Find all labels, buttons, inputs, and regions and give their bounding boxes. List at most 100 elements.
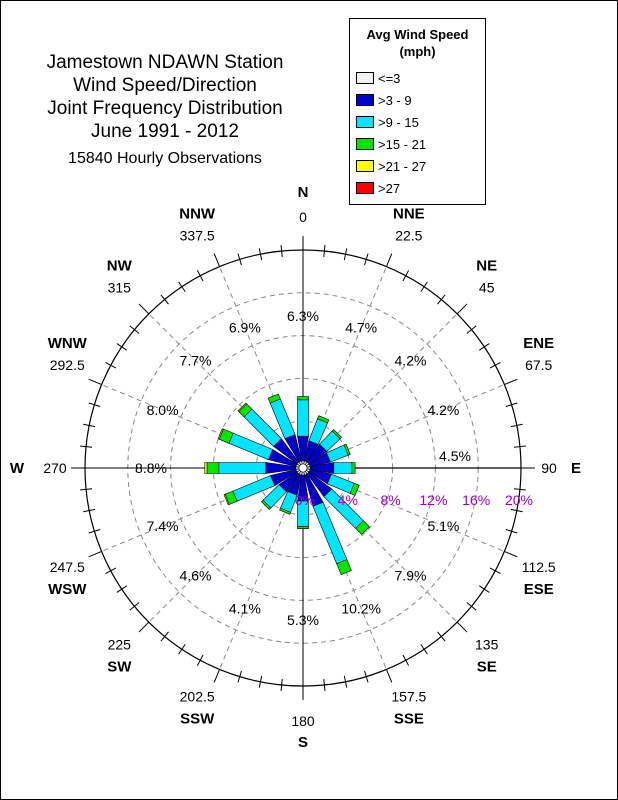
direction-percent: 7.9%	[395, 567, 427, 583]
legend: Avg Wind Speed (mph) <=3 >3 - 9 >9 - 15 …	[349, 18, 486, 205]
ring-tick	[178, 281, 186, 293]
spoke-tick	[213, 669, 221, 683]
ring-tick	[364, 670, 369, 683]
ring-tick	[437, 294, 446, 305]
legend-swatch	[356, 138, 374, 150]
ring-tick	[420, 643, 428, 655]
spoke-tick	[504, 550, 518, 558]
ring-tick	[513, 445, 526, 448]
ring-tick	[466, 602, 477, 611]
chart-title-line-4: June 1991 - 2012	[91, 121, 239, 142]
ring-tick	[258, 248, 263, 261]
direction-percent: 5.1%	[427, 518, 459, 534]
wind-bars	[204, 393, 370, 575]
ring-tick	[258, 675, 263, 688]
bar-segment-ssw	[279, 507, 291, 515]
ring-tick	[160, 294, 169, 305]
legend-title: Avg Wind Speed	[366, 27, 469, 42]
ring-tick	[129, 325, 140, 334]
spoke-tick	[213, 253, 221, 267]
chart-subtitle: 15840 Hourly Observations	[68, 150, 262, 167]
ring-tick	[237, 670, 242, 683]
legend-label: >27	[378, 181, 401, 196]
bar-segment-e	[351, 462, 356, 474]
ring-tick	[343, 675, 348, 688]
direction-degrees: 22.5	[395, 227, 422, 243]
ring-tick	[478, 343, 490, 351]
ring-tick	[323, 678, 326, 691]
ring-tick	[343, 248, 348, 261]
bar-segment-sse	[336, 559, 352, 575]
bar-segment-e	[333, 462, 353, 474]
ring-tick	[116, 343, 128, 351]
direction-percent: 6.3%	[287, 308, 319, 324]
direction-percent: 7.4%	[147, 518, 179, 534]
bar-segment-nne	[317, 415, 330, 424]
direction-compass: SSW	[180, 711, 215, 728]
direction-degrees: 90	[541, 460, 557, 476]
radial-tick-label: 0%	[295, 492, 315, 508]
direction-degrees: 45	[479, 279, 495, 295]
spoke-tick	[456, 303, 468, 315]
bar-segment-ne	[331, 429, 342, 440]
direction-percent: 4.6%	[180, 567, 212, 583]
direction-compass: ESE	[524, 581, 554, 598]
bar-segment-nnw	[267, 393, 281, 404]
spoke-tick	[138, 621, 150, 633]
bar-segment-ene	[343, 443, 351, 456]
bar-segment-w	[218, 462, 267, 474]
spoke-tick	[138, 303, 150, 315]
direction-percent: 4.2%	[427, 402, 459, 418]
legend-item: >21 - 27	[356, 159, 426, 175]
legend-swatch	[356, 160, 374, 172]
direction-degrees: 67.5	[525, 357, 552, 373]
ring-tick	[437, 631, 446, 642]
legend-label: >9 - 15	[378, 115, 419, 130]
ring-tick	[478, 585, 490, 593]
direction-percent: 10.2%	[341, 600, 381, 616]
direction-compass: WNW	[48, 335, 88, 352]
radial-tick-labels: 0% 4% 8% 12% 16% 20%	[295, 492, 533, 508]
direction-compass: NE	[476, 257, 497, 274]
bar-segment-n	[297, 399, 309, 437]
ring-tick	[88, 402, 101, 407]
legend-label: <=3	[378, 71, 401, 86]
ring-tick	[80, 445, 93, 448]
direction-compass: E	[571, 460, 581, 477]
ring-tick	[466, 325, 477, 334]
ring-tick	[489, 567, 501, 575]
ring-tick	[402, 654, 410, 666]
spoke-tick	[88, 550, 102, 558]
bar-segment-s	[297, 526, 309, 530]
direction-degrees: 270	[43, 460, 67, 476]
chart-title-line-1: Jamestown NDAWN Station	[46, 52, 284, 73]
legend-item: >3 - 9	[356, 93, 412, 109]
ring-tick	[489, 361, 501, 369]
legend-item: <=3	[356, 71, 400, 87]
radial-tick-label: 16%	[462, 492, 490, 508]
spoke-tick	[456, 621, 468, 633]
direction-percent: 5.3%	[287, 612, 319, 628]
direction-degrees: 292.5	[50, 357, 85, 373]
ring-tick	[364, 253, 369, 266]
radial-tick-label: 8%	[380, 492, 400, 508]
direction-degrees: 247.5	[50, 559, 85, 575]
ring-tick	[80, 488, 93, 491]
direction-percent: 8.8%	[135, 460, 167, 476]
ring-tick	[510, 508, 523, 513]
legend-label: >3 - 9	[378, 93, 412, 108]
ring-tick	[237, 253, 242, 266]
bar-segment-se	[355, 520, 370, 535]
ring-tick	[83, 423, 96, 428]
ring-tick	[513, 488, 526, 491]
direction-degrees: 202.5	[180, 689, 215, 705]
spoke-tick	[385, 253, 393, 267]
legend-item: >9 - 15	[356, 115, 419, 131]
spoke-tick	[504, 378, 518, 386]
bar-segment-sw	[261, 499, 272, 510]
direction-compass: NNE	[393, 205, 425, 222]
ring-tick	[105, 567, 117, 575]
direction-degrees: 315	[108, 279, 132, 295]
